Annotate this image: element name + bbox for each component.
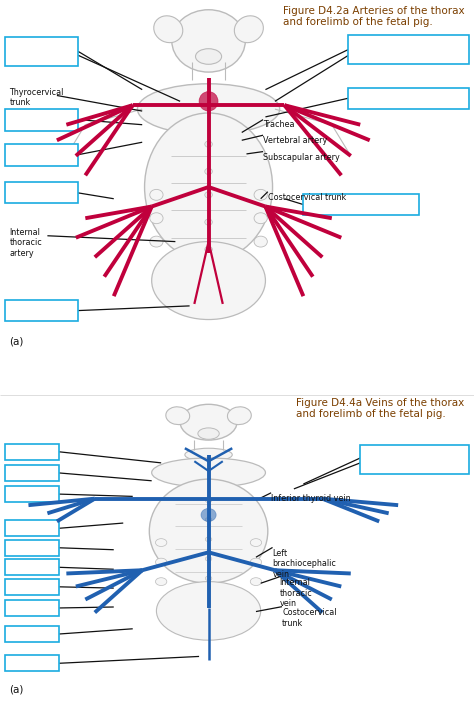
Text: Thyrocervical
trunk: Thyrocervical trunk <box>9 88 64 107</box>
Circle shape <box>155 558 167 566</box>
Circle shape <box>205 537 212 541</box>
Ellipse shape <box>152 458 265 488</box>
Text: Figure D4.2a Arteries of the thorax
and forelimb of the fetal pig.: Figure D4.2a Arteries of the thorax and … <box>283 6 465 27</box>
Ellipse shape <box>199 92 218 111</box>
Circle shape <box>150 213 163 224</box>
Ellipse shape <box>145 113 273 261</box>
Circle shape <box>205 219 212 225</box>
Circle shape <box>150 236 163 247</box>
FancyBboxPatch shape <box>5 300 78 322</box>
Circle shape <box>150 189 163 200</box>
Circle shape <box>205 518 212 522</box>
Text: Internal
thoracic
artery: Internal thoracic artery <box>9 228 42 258</box>
Text: Left
brachiocephalic
vein: Left brachiocephalic vein <box>273 549 337 579</box>
FancyBboxPatch shape <box>5 656 59 671</box>
Circle shape <box>254 236 267 247</box>
Ellipse shape <box>180 404 237 440</box>
Circle shape <box>250 578 262 586</box>
Ellipse shape <box>198 428 219 439</box>
Circle shape <box>205 556 212 561</box>
Circle shape <box>205 141 212 147</box>
FancyBboxPatch shape <box>348 35 469 64</box>
Text: (a): (a) <box>9 337 24 347</box>
FancyBboxPatch shape <box>303 194 419 215</box>
Circle shape <box>250 538 262 546</box>
Ellipse shape <box>185 448 232 461</box>
Text: Subscapular artery: Subscapular artery <box>263 153 340 162</box>
FancyBboxPatch shape <box>5 37 78 66</box>
Text: Inferior thyroid vein: Inferior thyroid vein <box>271 494 351 503</box>
FancyBboxPatch shape <box>5 626 59 642</box>
FancyBboxPatch shape <box>5 600 59 616</box>
FancyBboxPatch shape <box>5 540 59 556</box>
Ellipse shape <box>154 16 183 43</box>
Ellipse shape <box>228 407 251 425</box>
Text: Figure D4.4a Veins of the thorax
and forelimb of the fetal pig.: Figure D4.4a Veins of the thorax and for… <box>296 398 465 420</box>
Circle shape <box>205 576 212 581</box>
Circle shape <box>205 192 212 198</box>
Text: Vertebral artery: Vertebral artery <box>263 137 328 145</box>
Ellipse shape <box>166 407 190 425</box>
FancyBboxPatch shape <box>5 444 59 460</box>
Ellipse shape <box>234 16 264 43</box>
Ellipse shape <box>152 242 265 320</box>
Ellipse shape <box>137 84 280 134</box>
Ellipse shape <box>172 10 246 72</box>
FancyBboxPatch shape <box>5 579 59 595</box>
Text: Costocervical trunk: Costocervical trunk <box>268 193 346 202</box>
Circle shape <box>205 246 212 252</box>
Circle shape <box>254 189 267 200</box>
FancyBboxPatch shape <box>5 144 78 166</box>
Ellipse shape <box>195 49 221 64</box>
FancyBboxPatch shape <box>5 521 59 536</box>
Text: Trachea: Trachea <box>263 119 294 129</box>
FancyBboxPatch shape <box>360 445 469 474</box>
Ellipse shape <box>201 508 216 521</box>
Circle shape <box>155 538 167 546</box>
FancyBboxPatch shape <box>5 465 59 480</box>
Circle shape <box>155 578 167 586</box>
Ellipse shape <box>149 479 268 583</box>
FancyBboxPatch shape <box>5 109 78 131</box>
Text: Internal
thoracic
vein: Internal thoracic vein <box>280 578 312 608</box>
Text: (a): (a) <box>9 684 24 694</box>
FancyBboxPatch shape <box>348 88 469 109</box>
FancyBboxPatch shape <box>5 486 59 502</box>
Text: Costocervical
trunk: Costocervical trunk <box>282 608 337 628</box>
Circle shape <box>250 558 262 566</box>
Circle shape <box>254 213 267 224</box>
Ellipse shape <box>156 581 261 640</box>
FancyBboxPatch shape <box>5 182 78 203</box>
Circle shape <box>205 168 212 174</box>
Circle shape <box>205 498 212 503</box>
FancyBboxPatch shape <box>5 560 59 575</box>
